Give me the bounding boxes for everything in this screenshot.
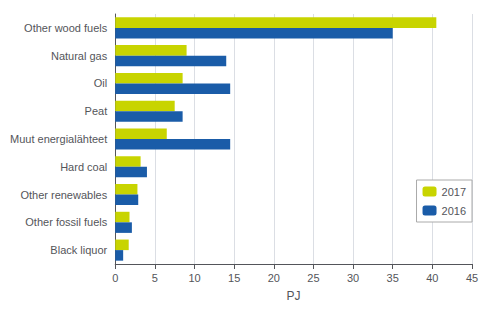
svg-text:Other wood fuels: Other wood fuels: [24, 22, 108, 34]
svg-text:Hard coal: Hard coal: [60, 161, 107, 173]
svg-text:25: 25: [307, 272, 319, 284]
svg-text:15: 15: [228, 272, 240, 284]
svg-text:2016: 2016: [442, 205, 466, 217]
svg-text:0: 0: [112, 272, 118, 284]
svg-text:30: 30: [347, 272, 359, 284]
svg-text:45: 45: [466, 272, 478, 284]
svg-text:Muut energialähteet: Muut energialähteet: [10, 133, 107, 145]
svg-text:5: 5: [152, 272, 158, 284]
svg-text:35: 35: [387, 272, 399, 284]
svg-text:2017: 2017: [442, 186, 466, 198]
svg-text:10: 10: [188, 272, 200, 284]
svg-text:20: 20: [268, 272, 280, 284]
svg-text:Other renewables: Other renewables: [20, 189, 107, 201]
svg-text:Other fossil fuels: Other fossil fuels: [25, 216, 107, 228]
svg-text:Oil: Oil: [94, 77, 107, 89]
svg-text:Peat: Peat: [85, 105, 108, 117]
svg-text:Black liquor: Black liquor: [50, 244, 107, 256]
svg-text:40: 40: [426, 272, 438, 284]
svg-text:PJ: PJ: [287, 289, 301, 303]
svg-text:Natural gas: Natural gas: [51, 50, 108, 62]
